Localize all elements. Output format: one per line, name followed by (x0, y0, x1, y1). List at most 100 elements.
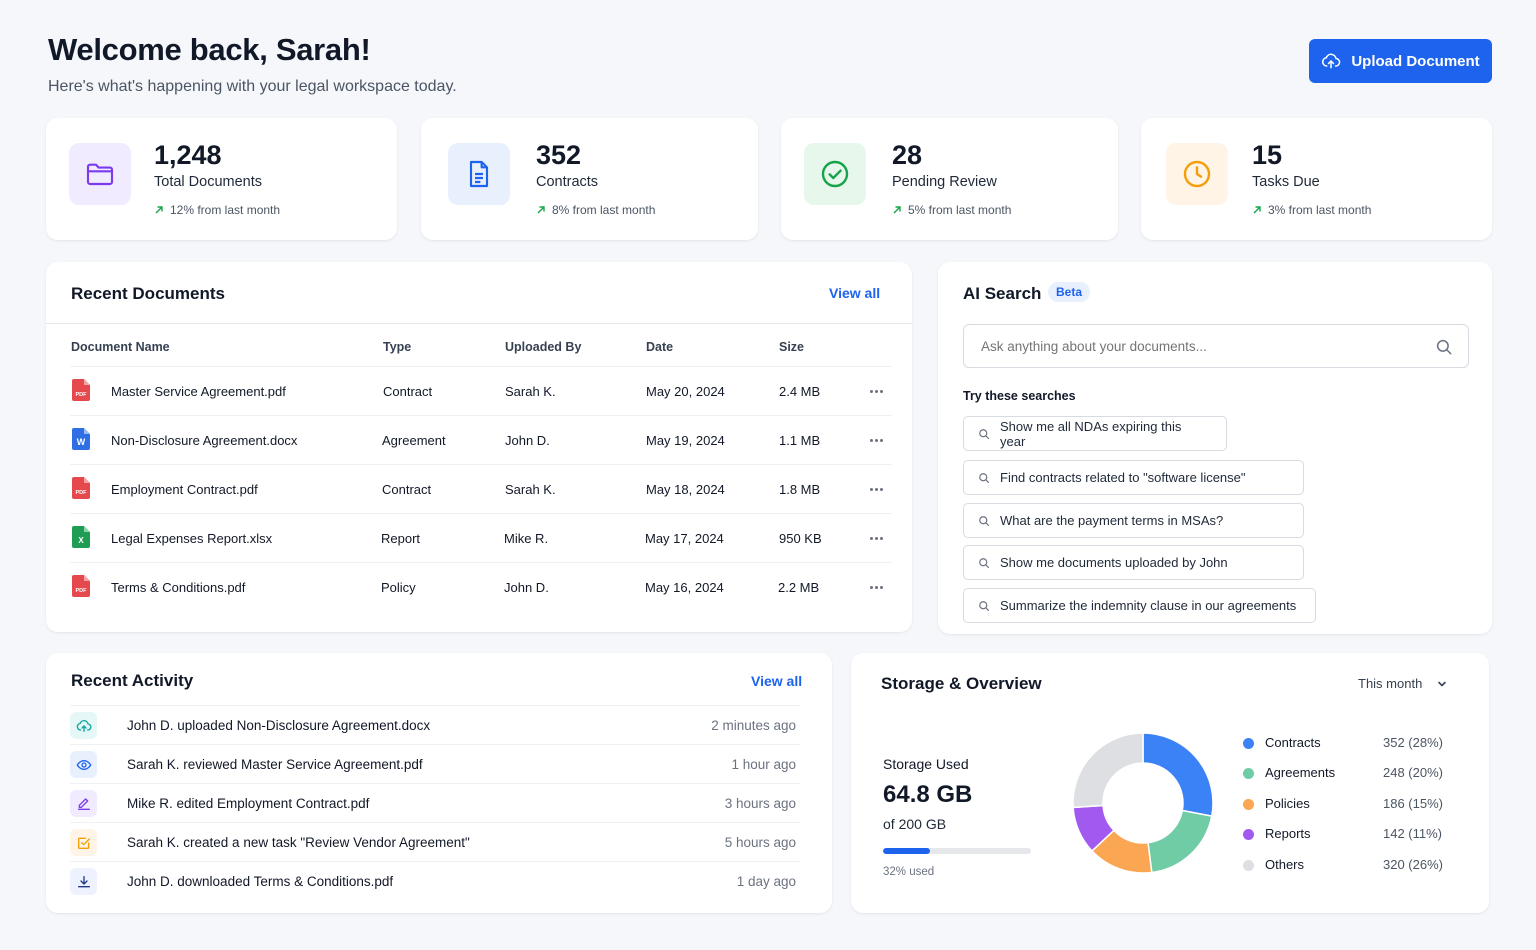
stat-card-pending-review: 28 Pending Review 5% from last month (781, 118, 1118, 240)
recent-documents-panel: Recent Documents View all Document Name … (46, 262, 912, 632)
file-icon-label: PDF (76, 392, 88, 398)
document-date: May 16, 2024 (645, 580, 724, 595)
legend-value: 248 (20%) (1383, 765, 1443, 780)
more-options-icon[interactable] (866, 383, 886, 399)
recent-activity-view-all-link[interactable]: View all (751, 673, 803, 689)
document-name[interactable]: Terms & Conditions.pdf (111, 580, 246, 595)
clock-icon (1183, 160, 1211, 188)
storage-total: of 200 GB (883, 816, 947, 832)
document-type: Contract (383, 384, 433, 399)
document-size: 2.2 MB (778, 580, 820, 595)
stat-label: Pending Review (892, 174, 997, 190)
table-row[interactable]: X Legal Expenses Report.xlsx Report Mike… (70, 513, 892, 562)
donut-slice-agreements (1147, 809, 1213, 874)
activity-text: John D. uploaded Non-Disclosure Agreemen… (127, 718, 431, 733)
search-icon[interactable] (1435, 338, 1453, 356)
more-options-icon[interactable] (866, 579, 886, 595)
more-options-icon[interactable] (866, 481, 886, 497)
column-header-name[interactable]: Document Name (71, 340, 170, 354)
recent-documents-view-all-link[interactable]: View all (829, 285, 881, 301)
suggested-search[interactable]: Summarize the indemnity clause in our ag… (963, 588, 1316, 623)
legend-name: Agreements (1265, 765, 1336, 780)
suggested-search[interactable]: Show me documents uploaded by John (963, 545, 1304, 580)
period-dropdown[interactable]: This month (1358, 676, 1448, 691)
stat-label: Tasks Due (1252, 174, 1320, 190)
legend-value: 142 (11%) (1383, 826, 1443, 841)
pdf-file-icon: PDF (72, 575, 90, 597)
stat-trend: 3% from last month (1252, 203, 1371, 217)
column-header-uploaded-by[interactable]: Uploaded By (505, 340, 582, 354)
page-title: Welcome back, Sarah! (48, 32, 371, 67)
stat-value: 1,248 (154, 140, 222, 170)
documents-table-header: Document Name Type Uploaded By Date Size (46, 323, 912, 367)
stat-icon-box (69, 143, 131, 205)
activity-text: Mike R. edited Employment Contract.pdf (127, 796, 370, 811)
stat-trend-text: 12% from last month (170, 203, 281, 217)
activity-item[interactable]: John D. downloaded Terms & Conditions.pd… (70, 861, 800, 900)
donut-slice-others (1072, 732, 1144, 809)
document-name[interactable]: Legal Expenses Report.xlsx (111, 531, 273, 546)
upload-document-button[interactable]: Upload Document (1309, 39, 1492, 83)
table-row[interactable]: PDF Master Service Agreement.pdf Contrac… (70, 366, 892, 415)
try-searches-label: Try these searches (963, 389, 1076, 403)
folder-icon (86, 163, 114, 186)
activity-item[interactable]: Sarah K. created a new task "Review Vend… (70, 822, 800, 861)
more-options-icon[interactable] (866, 432, 886, 448)
document-date: May 17, 2024 (645, 531, 724, 546)
search-icon (979, 515, 990, 526)
ai-search-input[interactable] (963, 324, 1469, 368)
stat-label: Total Documents (154, 174, 262, 190)
activity-text: Sarah K. reviewed Master Service Agreeme… (127, 757, 423, 772)
storage-used-label: Storage Used (883, 756, 969, 772)
column-header-type[interactable]: Type (383, 340, 412, 354)
search-icon (979, 428, 990, 439)
stat-trend-text: 8% from last month (552, 203, 656, 217)
document-name[interactable]: Non-Disclosure Agreement.docx (111, 433, 298, 448)
activity-text: John D. downloaded Terms & Conditions.pd… (127, 874, 394, 889)
document-uploader: Mike R. (504, 531, 549, 546)
document-size: 1.8 MB (779, 482, 821, 497)
activity-icon-box (70, 829, 97, 856)
suggested-search[interactable]: What are the payment terms in MSAs? (963, 503, 1304, 538)
document-type: Agreement (382, 433, 446, 448)
column-header-size[interactable]: Size (779, 340, 805, 354)
donut-slice-contracts (1142, 732, 1214, 817)
table-row[interactable]: W Non-Disclosure Agreement.docx Agreemen… (70, 415, 892, 464)
activity-time: 2 minutes ago (711, 718, 796, 733)
table-row[interactable]: PDF Terms & Conditions.pdf Policy John D… (70, 562, 892, 611)
search-icon (979, 600, 990, 611)
column-header-date[interactable]: Date (646, 340, 674, 354)
legend-name: Reports (1265, 826, 1311, 841)
document-name[interactable]: Employment Contract.pdf (111, 482, 258, 497)
document-uploader: John D. (504, 580, 549, 595)
table-row[interactable]: PDF Employment Contract.pdf Contract Sar… (70, 464, 892, 513)
activity-item[interactable]: John D. uploaded Non-Disclosure Agreemen… (70, 705, 800, 744)
file-icon-label: X (78, 536, 84, 545)
stat-icon-box (448, 143, 510, 205)
document-type: Policy (381, 580, 416, 595)
stat-trend: 5% from last month (892, 203, 1011, 217)
suggested-search[interactable]: Show me all NDAs expiring this year (963, 416, 1227, 451)
legend-dot (1243, 738, 1254, 749)
document-uploader: Sarah K. (505, 482, 556, 497)
stat-icon-box (1166, 143, 1228, 205)
stat-trend-text: 5% from last month (908, 203, 1012, 217)
legend-item-policies: Policies 186 (15%) (1243, 795, 1453, 813)
recent-documents-title: Recent Documents (71, 284, 225, 303)
activity-item[interactable]: Mike R. edited Employment Contract.pdf 3… (70, 783, 800, 822)
activity-icon-box (70, 790, 97, 817)
suggested-search-text: Show me all NDAs expiring this year (1000, 418, 1182, 449)
file-icon-label: PDF (76, 490, 88, 496)
legend-item-reports: Reports 142 (11%) (1243, 825, 1453, 843)
document-name[interactable]: Master Service Agreement.pdf (111, 384, 286, 399)
document-size: 950 KB (779, 531, 822, 546)
storage-overview-title: Storage & Overview (881, 674, 1042, 693)
trend-up-icon (893, 206, 901, 214)
stat-value: 28 (892, 140, 923, 170)
activity-item[interactable]: Sarah K. reviewed Master Service Agreeme… (70, 744, 800, 783)
storage-progress-fill (883, 848, 931, 854)
storage-overview-panel: Storage & Overview This month Storage Us… (851, 653, 1489, 913)
document-uploader: John D. (505, 433, 550, 448)
suggested-search[interactable]: Find contracts related to "software lice… (963, 460, 1304, 495)
more-options-icon[interactable] (866, 530, 886, 546)
